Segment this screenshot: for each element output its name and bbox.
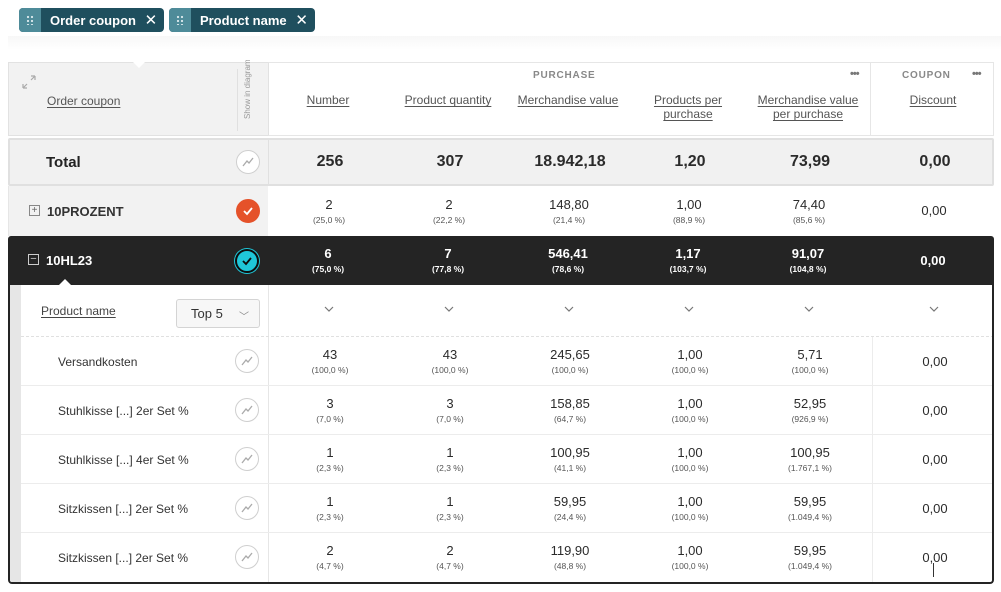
text-cursor <box>933 563 934 577</box>
chevron-down-icon[interactable] <box>683 305 695 313</box>
header-metrics <box>268 62 994 136</box>
total-cell: 73,99 <box>789 153 831 170</box>
drilldown-panel: Product name Top 5 ﹀ Versandkosten 43 (10… <box>8 285 994 584</box>
table-cell: 0,00 <box>920 252 946 268</box>
table-cell: 148,80 (21,4 %) <box>549 196 589 225</box>
trend-chart-icon[interactable] <box>235 447 259 471</box>
table-cell: 0,00 <box>921 203 947 218</box>
list-item[interactable]: Versandkosten 43 (100,0 %) 43 (100,0 %) 24… <box>10 337 992 386</box>
filter-chip-label: Order coupon <box>50 12 136 28</box>
table-row-selected[interactable]: − 10HL23 6 (75,0 %) 7 (77,8 %) 546,41 (78,6… <box>8 236 994 286</box>
show-in-diagram-header: Show in diagram <box>237 59 263 131</box>
purchase-menu-icon[interactable]: ••• <box>850 68 860 80</box>
table-row[interactable]: + 10PROZENT 2 (25,0 %) 2 (22,2 %) 148,80 (2… <box>8 186 994 236</box>
chevron-down-icon[interactable] <box>928 305 940 313</box>
list-item[interactable]: Stuhlkisse [...] 2er Set % 3 (7,0 %) 3 (7,… <box>10 386 992 435</box>
chevron-down-icon[interactable] <box>323 305 335 313</box>
diagram-toggle-checked-icon[interactable] <box>235 249 259 273</box>
list-item[interactable]: Sitzkissen [...] 2er Set % 2 (4,7 %) 2 (4,… <box>10 533 992 582</box>
chevron-down-icon: ﹀ <box>239 312 249 323</box>
total-cell: 1,20 <box>674 153 706 170</box>
table-cell: 91,07 (104,8 %) <box>789 246 827 275</box>
product-name-dimension-label[interactable]: Product name <box>41 304 116 318</box>
drilldown-header: Product name Top 5 ﹀ <box>10 285 992 337</box>
row-label: 10PROZENT <box>47 204 124 219</box>
chevron-down-icon[interactable] <box>803 305 815 313</box>
table-cell: 2 (25,0 %) <box>312 196 346 225</box>
trend-chart-icon[interactable] <box>236 150 260 174</box>
filter-chip-order-coupon[interactable]: Order coupon ✕ <box>19 8 164 32</box>
table-cell: 2 (22,2 %) <box>432 196 466 225</box>
header-row-dimension: Order coupon Show in diagram <box>8 59 268 136</box>
table-cell: 7 (77,8 %) <box>431 246 465 275</box>
chevron-down-icon[interactable] <box>563 305 575 313</box>
list-item[interactable]: Stuhlkisse [...] 4er Set % 1 (2,3 %) 1 (2,… <box>10 435 992 484</box>
column-header-product-quantity[interactable]: Product quantity <box>404 93 492 107</box>
table-header: Order coupon Show in diagram PURCHASE ••… <box>8 59 994 136</box>
trend-chart-icon[interactable] <box>235 496 259 520</box>
close-icon[interactable]: ✕ <box>144 12 158 29</box>
top-n-select[interactable]: Top 5 ﹀ <box>176 299 260 328</box>
pivot-table: Order coupon Show in diagram PURCHASE ••… <box>8 59 994 584</box>
table-cell: 6 (75,0 %) <box>311 246 345 275</box>
column-header-number[interactable]: Number <box>306 93 350 107</box>
coupon-menu-icon[interactable]: ••• <box>972 68 982 80</box>
table-cell: 1,00 (88,9 %) <box>672 196 706 225</box>
order-coupon-column-label[interactable]: Order coupon <box>47 94 121 108</box>
coupon-separator <box>870 62 871 136</box>
drag-handle-icon[interactable] <box>19 8 41 32</box>
total-row: Total 256 307 18.942,18 1,20 73,99 0,00 <box>8 138 994 186</box>
chevron-down-icon[interactable] <box>443 305 455 313</box>
total-cell: 18.942,18 <box>534 153 606 170</box>
table-cell: 546,41 (78,6 %) <box>548 246 588 275</box>
coupon-group-label: COUPON <box>902 70 951 81</box>
filter-chip-product-name[interactable]: Product name ✕ <box>168 8 315 32</box>
total-cell: 307 <box>436 153 464 170</box>
close-icon[interactable]: ✕ <box>295 12 308 29</box>
total-cell: 0,00 <box>919 153 951 170</box>
filter-chips: Order coupon ✕ Product name ✕ <box>19 8 315 32</box>
expand-row-icon[interactable]: + <box>29 205 40 216</box>
diagram-toggle-checked-icon[interactable] <box>236 199 260 223</box>
drag-handle-icon[interactable] <box>168 8 191 32</box>
total-cell: 256 <box>316 153 344 170</box>
expand-icon[interactable] <box>22 75 36 89</box>
column-header-merchandise-value[interactable]: Merchandise value <box>517 93 619 107</box>
purchase-group-label: PURCHASE <box>533 70 596 81</box>
toolbar-shadow <box>8 36 1001 50</box>
total-label: Total <box>46 154 81 171</box>
trend-chart-icon[interactable] <box>235 398 259 422</box>
collapse-row-icon[interactable]: − <box>28 254 39 265</box>
column-header-discount[interactable]: Discount <box>909 93 957 107</box>
header-notch <box>132 61 146 68</box>
table-cell: 74,40 (85,6 %) <box>792 196 826 225</box>
filter-chip-label: Product name <box>199 12 287 28</box>
column-header-merchandise-value-per-purchase[interactable]: Merchandise value per purchase <box>757 93 859 121</box>
list-item[interactable]: Sitzkissen [...] 2er Set % 1 (2,3 %) 1 (2,… <box>10 484 992 533</box>
trend-chart-icon[interactable] <box>235 545 259 569</box>
trend-chart-icon[interactable] <box>235 349 259 373</box>
table-cell: 1,17 (103,7 %) <box>669 246 707 275</box>
row-label: 10HL23 <box>46 253 93 268</box>
column-header-products-per-purchase[interactable]: Products per purchase <box>653 93 723 121</box>
